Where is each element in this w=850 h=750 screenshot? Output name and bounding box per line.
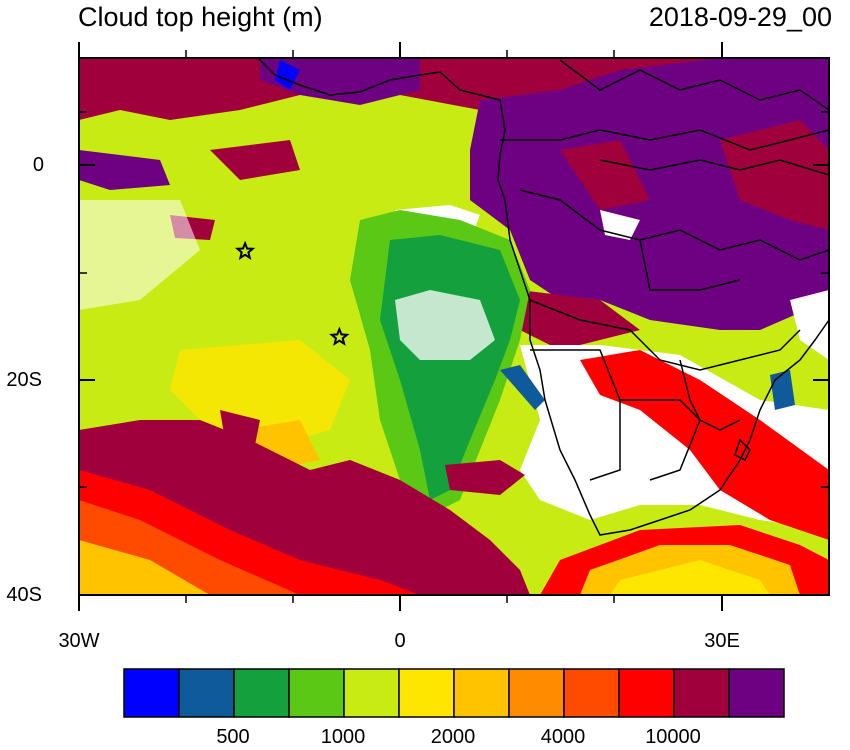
colorbar-label-10000: 10000 (645, 726, 701, 748)
lat-label-40s: 40S (6, 584, 42, 606)
lon-label-30w: 30W (58, 630, 100, 652)
lon-label-30e: 30E (704, 630, 740, 652)
colorbar-swatch (123, 668, 180, 718)
colorbar-swatch (728, 668, 785, 718)
colorbar-swatch (343, 668, 400, 718)
colorbar (123, 668, 785, 718)
map-frame (78, 57, 830, 596)
colorbar-swatch (563, 668, 620, 718)
map-date: 2018-09-29_00 (648, 2, 832, 32)
cloud-field (79, 58, 829, 595)
colorbar-swatch (508, 668, 565, 718)
star-marker (234, 240, 256, 261)
colorbar-swatch (233, 668, 290, 718)
marker-layer (234, 240, 350, 346)
country-borders (257, 58, 829, 536)
colorbar-swatch (178, 668, 235, 718)
colorbar-swatch (453, 668, 510, 718)
star-marker (329, 326, 350, 346)
colorbar-swatch (398, 668, 455, 718)
colorbar-swatch (673, 668, 730, 718)
minor-ticks (79, 50, 829, 603)
colorbar-label-500: 500 (216, 726, 250, 748)
map-title: Cloud top height (m) (78, 2, 323, 32)
lat-label-0: 0 (32, 154, 44, 176)
colorbar-label-1000: 1000 (320, 726, 366, 748)
colorbar-label-4000: 4000 (540, 726, 586, 748)
axis-ticks (78, 42, 829, 611)
colorbar-swatch (288, 668, 345, 718)
colorbar-label-2000: 2000 (430, 726, 476, 748)
lat-label-20s: 20S (6, 369, 42, 391)
lon-label-0: 0 (394, 630, 406, 652)
colorbar-swatch (618, 668, 675, 718)
